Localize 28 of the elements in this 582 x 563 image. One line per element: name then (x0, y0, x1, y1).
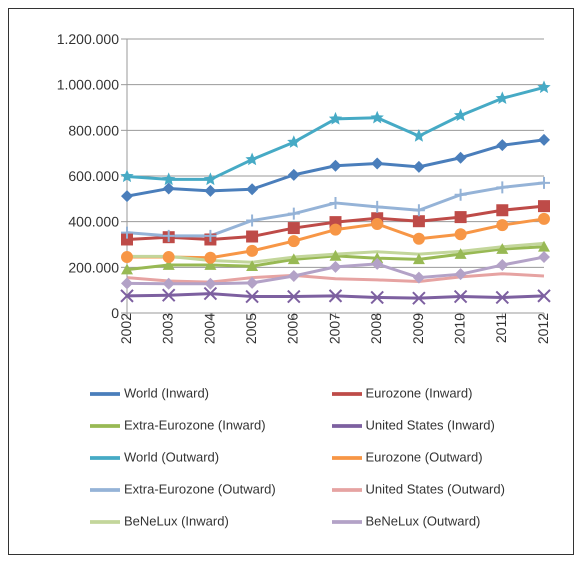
x-tick-label: 2011 (493, 312, 510, 344)
y-tick-label: 200.000 (68, 259, 120, 276)
legend-label: United States (Inward) (366, 417, 495, 432)
x-tick-label: 2004 (201, 312, 218, 344)
legend-label: BeNeLux (Outward) (366, 513, 480, 528)
y-tick-label: 600.000 (68, 168, 120, 184)
x-tick-label: 2005 (243, 312, 260, 344)
legend-label: World (Outward) (124, 449, 220, 464)
x-tick-label: 2012 (534, 312, 551, 344)
x-tick-label: 2006 (284, 312, 301, 344)
legend-label: Eurozone (Inward) (366, 385, 472, 400)
x-tick-label: 2010 (452, 312, 468, 344)
x-tick-label: 2008 (368, 312, 384, 344)
legend-label: BeNeLux (Inward) (124, 513, 229, 528)
y-tick-label: 1.200.000 (56, 30, 120, 47)
legend-label: Extra-Eurozone (Inward) (124, 417, 266, 432)
y-tick-label: 800.000 (68, 122, 120, 138)
x-tick-label: 2007 (326, 312, 342, 344)
legend-label: Eurozone (Outward) (366, 449, 483, 464)
legend-label: Extra-Eurozone (Outward) (124, 481, 276, 496)
x-tick-label: 2002 (118, 312, 134, 344)
y-tick-label: 0 (111, 304, 120, 321)
y-tick-label: 1.000.000 (56, 76, 120, 93)
legend-label: World (Inward) (124, 385, 210, 400)
legend-label: United States (Outward) (366, 481, 505, 496)
y-tick-label: 400.000 (68, 214, 120, 230)
x-tick-label: 2003 (160, 312, 176, 344)
x-tick-label: 2009 (410, 312, 426, 344)
